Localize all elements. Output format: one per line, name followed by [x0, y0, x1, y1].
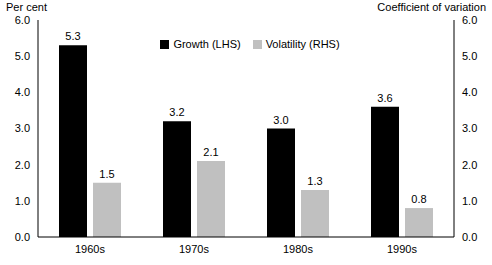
svg-text:1990s: 1990s: [387, 243, 417, 255]
svg-text:2.0: 2.0: [462, 159, 477, 171]
svg-text:0.8: 0.8: [411, 193, 426, 205]
svg-text:1.3: 1.3: [307, 175, 322, 187]
svg-text:0.0: 0.0: [462, 231, 477, 243]
html-text:Coefficient of variation: Coefficient of variation: [377, 1, 486, 13]
svg-text:5.0: 5.0: [462, 50, 477, 62]
svg-text:5.3: 5.3: [65, 30, 80, 42]
svg-text:3.2: 3.2: [169, 106, 184, 118]
svg-text:1.5: 1.5: [99, 168, 114, 180]
svg-text:4.0: 4.0: [462, 86, 477, 98]
svg-text:0.0: 0.0: [15, 231, 30, 243]
svg-text:4.0: 4.0: [15, 86, 30, 98]
html-text:Volatility (RHS): Volatility (RHS): [265, 38, 340, 50]
svg-text:6.0: 6.0: [15, 14, 30, 26]
html-text:Growth (LHS): Growth (LHS): [173, 38, 241, 50]
svg-text:1960s: 1960s: [75, 243, 105, 255]
svg-text:5.0: 5.0: [15, 50, 30, 62]
svg-text:2.0: 2.0: [15, 159, 30, 171]
svg-text:6.0: 6.0: [462, 14, 477, 26]
svg-text:1970s: 1970s: [179, 243, 209, 255]
svg-text:3.0: 3.0: [15, 122, 30, 134]
svg-text:1.0: 1.0: [15, 195, 30, 207]
svg-text:3.6: 3.6: [377, 92, 392, 104]
svg-text:1.0: 1.0: [462, 195, 477, 207]
html-text:Per cent: Per cent: [6, 1, 47, 13]
svg-text:3.0: 3.0: [273, 114, 288, 126]
svg-text:3.0: 3.0: [462, 122, 477, 134]
svg-text:2.1: 2.1: [203, 146, 218, 158]
svg-text:1980s: 1980s: [283, 243, 313, 255]
